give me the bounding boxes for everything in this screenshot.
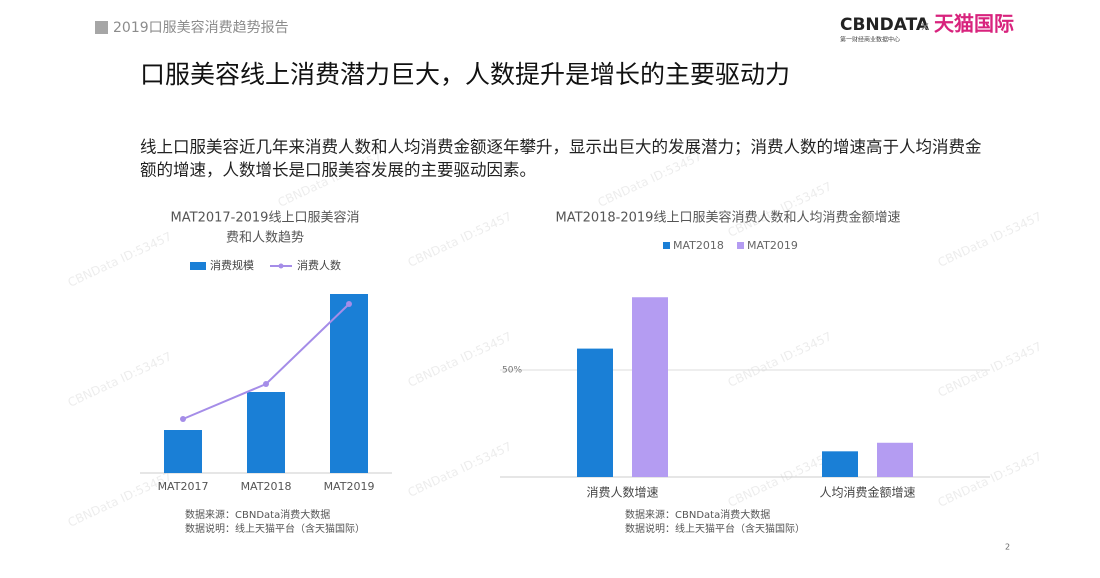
watermark: CBNData ID:53457: [406, 209, 514, 269]
watermark: CBNData ID:53457: [276, 149, 384, 209]
watermark: CBNData ID:53457: [406, 329, 514, 389]
watermark: CBNData ID:53457: [596, 149, 704, 209]
x-tick-label: MAT2019: [324, 480, 375, 493]
chart-title: MAT2017-2019线上口服美容消: [171, 210, 360, 226]
bar: [822, 451, 858, 477]
logo-sep: ×: [920, 20, 930, 34]
watermark: CBNData ID:53457: [66, 229, 174, 289]
point: [346, 301, 352, 307]
legend-label: 消费规模: [210, 258, 254, 272]
report-title: 2019口服美容消费趋势报告: [113, 19, 289, 36]
source-note: 数据来源：CBNData消费大数据: [185, 508, 330, 521]
x-tick-label: 人均消费金额增速: [819, 485, 915, 500]
legend-dot: [278, 263, 284, 269]
bar: [577, 348, 613, 477]
legend-swatch: [737, 242, 744, 249]
legend-swatch: [663, 242, 670, 249]
watermark: CBNData ID:53457: [726, 449, 834, 509]
watermark: CBNData ID:53457: [726, 329, 834, 389]
bar: [247, 392, 285, 473]
watermark: CBNData ID:53457: [66, 349, 174, 409]
page-number: 2: [1005, 543, 1010, 552]
partner-logo: 天猫国际: [934, 12, 1014, 36]
watermark: CBNData ID:53457: [936, 209, 1044, 269]
point: [263, 381, 269, 387]
logo: CBNDATA: [840, 15, 930, 35]
legend-label: 消费人数: [297, 258, 341, 272]
legend-label: MAT2018: [673, 239, 724, 252]
watermark: CBNData ID:53457: [66, 469, 174, 529]
description: 额的增速，人数增长是口服美容发展的主要驱动因素。: [140, 161, 536, 180]
header-square: [95, 21, 108, 34]
source-note: 数据说明：线上天猫平台（含天猫国际）: [185, 522, 365, 535]
legend-swatch: [190, 262, 206, 270]
slide-title: 口服美容线上消费潜力巨大，人数提升是增长的主要驱动力: [140, 60, 790, 89]
bar: [164, 430, 202, 473]
legend-label: MAT2019: [747, 239, 798, 252]
point: [180, 416, 186, 422]
x-tick-label: MAT2017: [158, 480, 209, 493]
x-tick-label: 消费人数增速: [586, 485, 658, 500]
x-tick-label: MAT2018: [241, 480, 292, 493]
source-note: 数据来源：CBNData消费大数据: [625, 508, 770, 521]
bar: [877, 442, 913, 477]
y-tick-label: 50%: [502, 366, 522, 376]
bar: [632, 297, 668, 477]
watermark: CBNData ID:53457: [936, 449, 1044, 509]
description: 线上口服美容近几年来消费人数和人均消费金额逐年攀升，显示出巨大的发展潜力；消费人…: [140, 138, 982, 157]
chart-title: 费和人数趋势: [226, 230, 304, 246]
logo-sub: 第一财经商业数据中心: [840, 36, 900, 44]
bar: [330, 294, 368, 473]
source-note: 数据说明：线上天猫平台（含天猫国际）: [625, 522, 805, 535]
watermark: CBNData ID:53457: [406, 439, 514, 499]
chart-title: MAT2018-2019线上口服美容消费人数和人均消费金额增速: [556, 210, 901, 226]
